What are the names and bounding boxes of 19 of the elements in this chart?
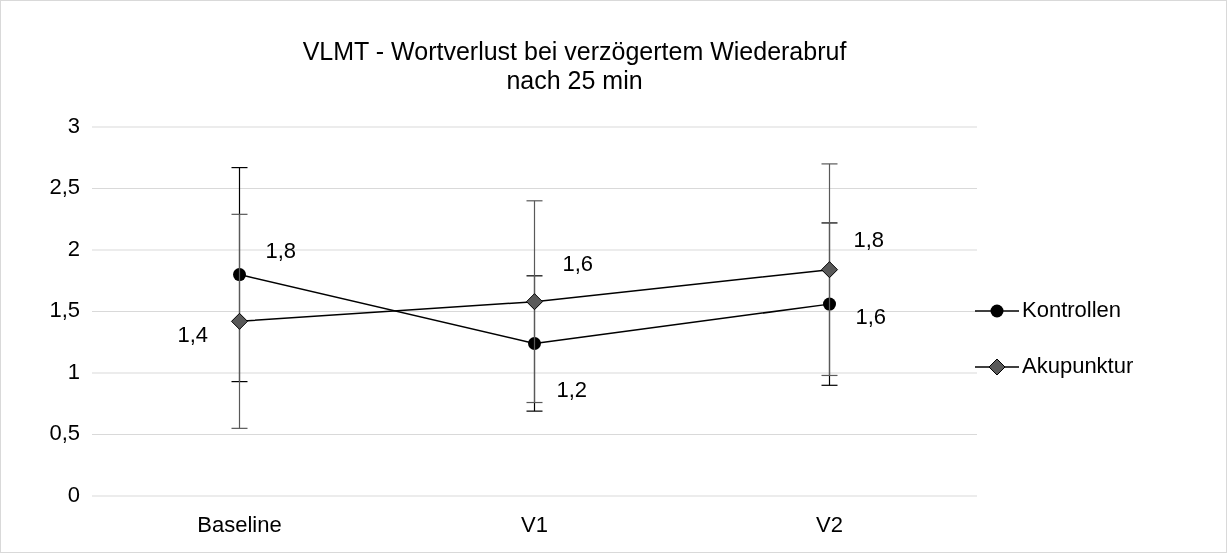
y-tick-label: 1 xyxy=(67,358,80,384)
y-tick-label: 2,5 xyxy=(49,174,80,200)
data-label: 1,8 xyxy=(265,238,297,264)
y-tick-label: 3 xyxy=(67,112,80,138)
y-tick-label: 0,5 xyxy=(49,420,80,446)
chart-title: VLMT - Wortverlust bei verzögertem Wiederabruf nach 25 min xyxy=(302,37,847,94)
y-tick-label: 1,5 xyxy=(49,297,80,323)
data-label: 1,6 xyxy=(855,303,887,329)
legend-label: Kontrollen xyxy=(1022,296,1122,322)
data-label: 1,2 xyxy=(556,377,588,403)
y-tick-label: 0 xyxy=(67,481,80,507)
x-tick-label: V1 xyxy=(521,512,548,537)
legend-label: Akupunktur xyxy=(1022,352,1134,378)
data-label: 1,4 xyxy=(177,322,209,348)
x-tick-label: Baseline xyxy=(197,512,282,537)
x-tick-label: V2 xyxy=(816,512,843,537)
y-tick-label: 2 xyxy=(67,235,80,261)
data-label: 1,8 xyxy=(853,227,885,253)
data-label: 1,6 xyxy=(562,251,594,277)
